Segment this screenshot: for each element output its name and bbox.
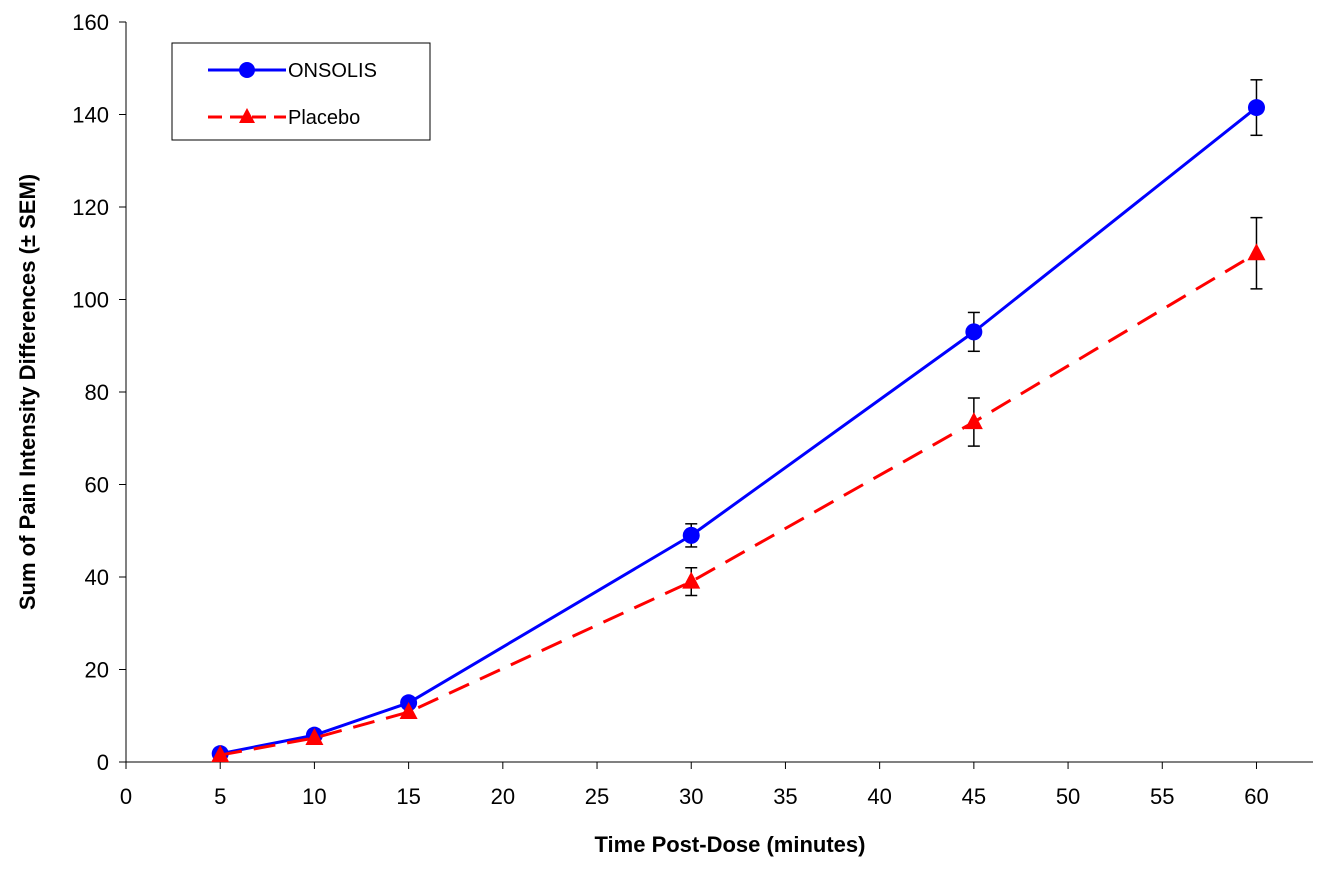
x-tick-label: 0 — [120, 784, 132, 809]
data-point-onsolis — [1247, 99, 1265, 117]
y-tick-label: 60 — [85, 473, 109, 498]
y-tick-label: 140 — [72, 103, 109, 128]
series-line-placebo — [219, 251, 1258, 757]
x-tick-label: 30 — [679, 784, 703, 809]
x-tick-label: 25 — [585, 784, 609, 809]
data-point-placebo — [399, 702, 418, 720]
y-tick-label: 100 — [72, 288, 109, 313]
x-tick-label: 35 — [773, 784, 797, 809]
data-point-placebo — [211, 745, 230, 763]
data-point-placebo — [305, 727, 324, 745]
legend: ONSOLIS Placebo — [171, 42, 431, 141]
y-tick-label: 160 — [72, 10, 109, 35]
data-point-placebo — [964, 412, 983, 430]
x-tick-label: 45 — [962, 784, 986, 809]
y-tick-label: 40 — [85, 565, 109, 590]
x-tick-label: 40 — [867, 784, 891, 809]
legend-label-onsolis: ONSOLIS — [288, 60, 377, 82]
data-point-onsolis — [965, 323, 983, 341]
y-tick-label: 20 — [85, 658, 109, 683]
y-tick-label: 0 — [97, 750, 109, 775]
x-tick-label: 10 — [302, 784, 326, 809]
x-tick-label: 5 — [214, 784, 226, 809]
y-tick-label: 80 — [85, 380, 109, 405]
legend-label-placebo: Placebo — [288, 107, 360, 129]
x-tick-label: 60 — [1244, 784, 1268, 809]
x-tick-label: 20 — [491, 784, 515, 809]
y-tick-label: 120 — [72, 195, 109, 220]
x-axis-title: Time Post-Dose (minutes) — [595, 832, 866, 857]
x-tick-label: 50 — [1056, 784, 1080, 809]
x-tick-label: 15 — [396, 784, 420, 809]
series-line-onsolis — [219, 106, 1258, 756]
series-layer — [211, 79, 1266, 763]
legend-onsolis-marker — [239, 62, 255, 78]
y-axis-title: Sum of Pain Intensity Differences (± SEM… — [15, 174, 40, 610]
legend-box — [171, 42, 431, 141]
x-tick-label: 55 — [1150, 784, 1174, 809]
axes: 0 20 40 60 80 100 120 140 160 0 5 10 15 20 25 30 35 40 45 5… — [72, 10, 1313, 809]
data-point-placebo — [1247, 243, 1266, 261]
data-point-onsolis — [682, 526, 700, 544]
legend-placebo-marker — [239, 108, 255, 123]
data-point-placebo — [682, 571, 701, 589]
